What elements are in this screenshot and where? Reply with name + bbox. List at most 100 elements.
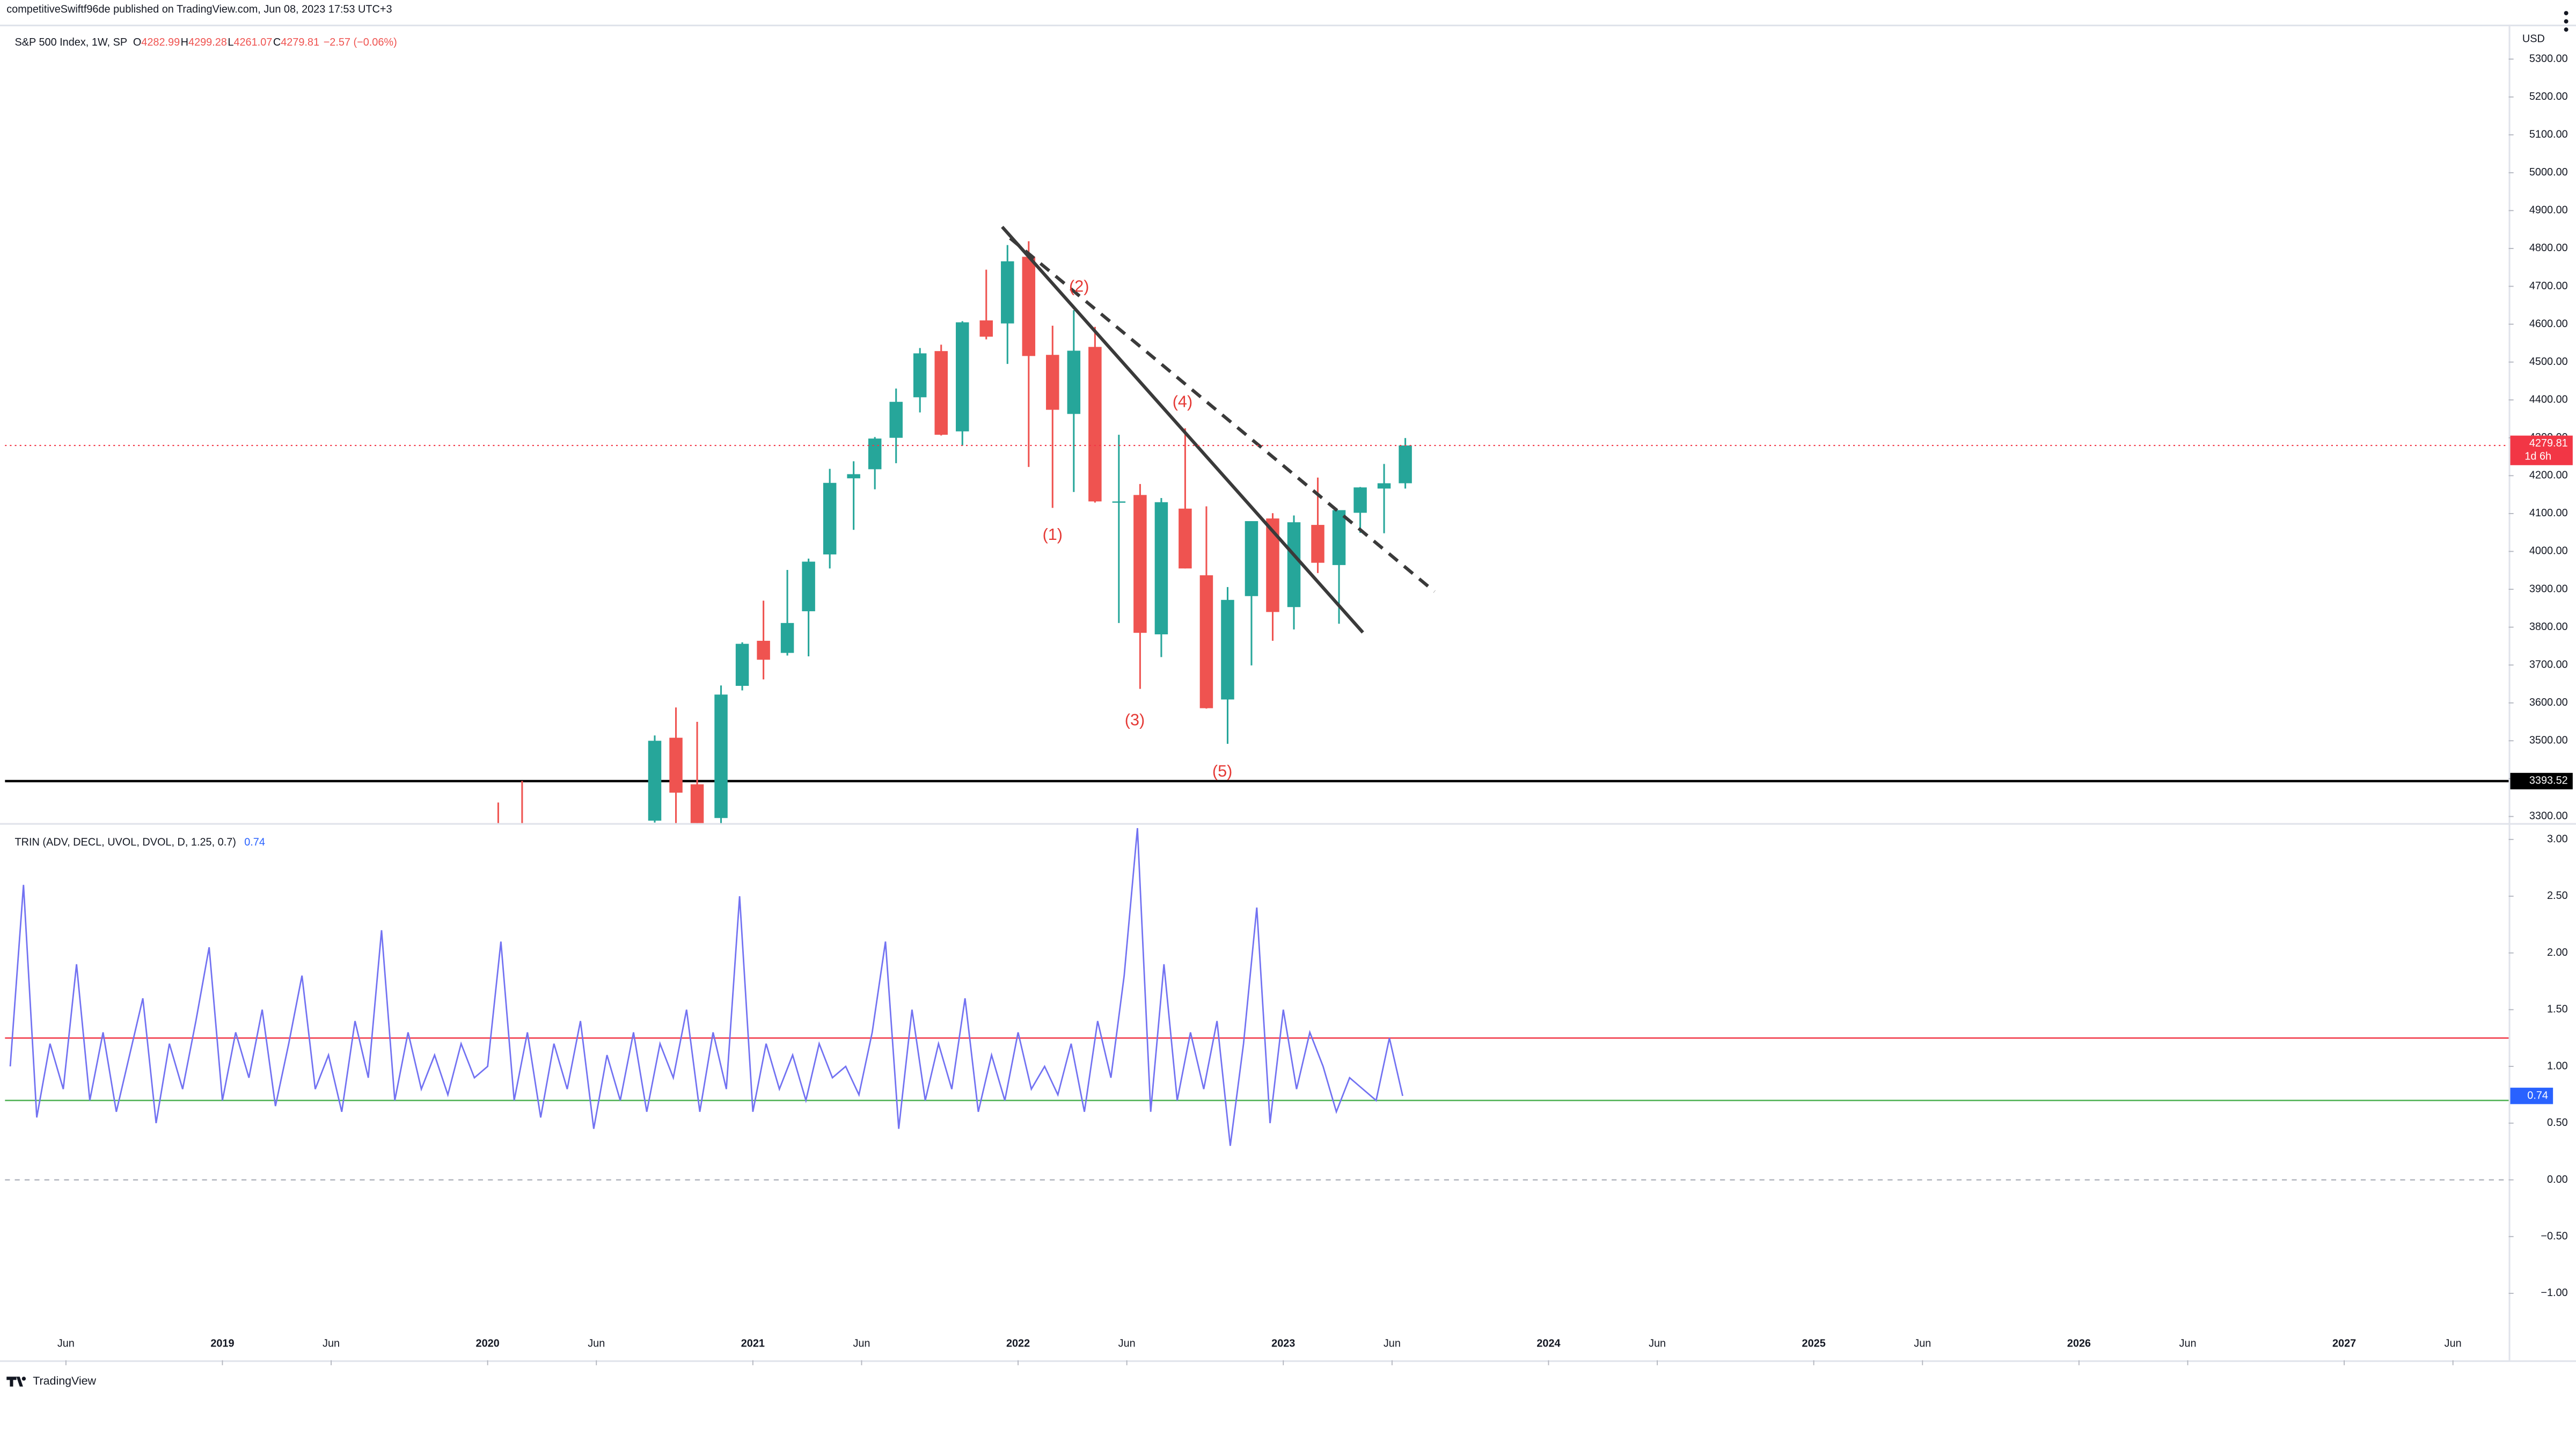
y-tick-label: 3600.00 bbox=[2529, 697, 2568, 708]
legend-text: 4261.07 bbox=[233, 36, 272, 48]
y-tick-label: 3700.00 bbox=[2529, 658, 2568, 670]
y-tick-label: 2.50 bbox=[2547, 890, 2568, 902]
last-price-label: 4279.81 bbox=[2529, 437, 2568, 449]
y-tick-label: 3900.00 bbox=[2529, 583, 2568, 595]
candle-body bbox=[1287, 522, 1301, 608]
legend-text: 4279.81 bbox=[281, 36, 319, 48]
candle-body bbox=[1046, 355, 1059, 410]
wave-label: (4) bbox=[1173, 392, 1192, 411]
candle-body bbox=[956, 322, 969, 431]
candle-body bbox=[1133, 495, 1147, 633]
candle-body bbox=[1311, 525, 1324, 563]
legend-value: 0.74 bbox=[244, 837, 265, 848]
last-price-box bbox=[2510, 435, 2573, 465]
x-tick-label: Jun bbox=[853, 1337, 870, 1349]
y-tick-label: 4200.00 bbox=[2529, 470, 2568, 481]
legend-text: 4282.99 bbox=[141, 36, 180, 48]
y-tick-label: 4000.00 bbox=[2529, 545, 2568, 557]
menu-dot bbox=[2564, 11, 2568, 16]
candle-body bbox=[1179, 508, 1192, 569]
x-tick-label: Jun bbox=[1649, 1337, 1666, 1349]
trin-line bbox=[9, 828, 1403, 1146]
x-tick-label: Jun bbox=[57, 1337, 75, 1349]
level-label: 3393.52 bbox=[2529, 775, 2568, 787]
x-tick-label: 2026 bbox=[2067, 1337, 2091, 1349]
y-tick-label: 2.00 bbox=[2547, 947, 2568, 958]
y-tick-label: 4800.00 bbox=[2529, 242, 2568, 254]
x-tick-label: 2020 bbox=[476, 1337, 500, 1349]
x-tick-label: Jun bbox=[2445, 1337, 2462, 1349]
countdown-label: 1d 6h bbox=[2524, 451, 2551, 463]
x-tick-label: 2027 bbox=[2332, 1337, 2356, 1349]
y-tick-label: 4600.00 bbox=[2529, 318, 2568, 330]
candle-body bbox=[934, 351, 948, 435]
trin-legend: TRIN (ADV, DECL, UVOL, DVOL, D, 1.25, 0.… bbox=[15, 837, 265, 848]
candle-body bbox=[1112, 501, 1126, 503]
candle-body bbox=[802, 561, 815, 611]
x-tick-label: 2023 bbox=[1271, 1337, 1295, 1349]
y-tick-label: 5100.00 bbox=[2529, 129, 2568, 141]
x-tick-label: Jun bbox=[1384, 1337, 1401, 1349]
candle-body bbox=[1332, 510, 1346, 565]
candle-body bbox=[1353, 487, 1367, 513]
candle-body bbox=[1067, 350, 1081, 414]
wave-label: (5) bbox=[1212, 762, 1232, 780]
candle-body bbox=[847, 474, 860, 479]
wave-label: (1) bbox=[1043, 525, 1063, 544]
candle-body bbox=[1399, 445, 1412, 484]
candle-body bbox=[889, 401, 903, 438]
y-tick-label: 5200.00 bbox=[2529, 91, 2568, 103]
brand-logo bbox=[6, 1377, 26, 1387]
legend-text: TRIN (ADV, DECL, UVOL, DVOL, D, 1.25, 0.… bbox=[15, 837, 236, 848]
candle-body bbox=[979, 320, 993, 337]
y-tick-label: 1.00 bbox=[2547, 1060, 2568, 1072]
trendline bbox=[1001, 225, 1364, 634]
trin-value-box bbox=[2510, 1087, 2553, 1104]
y-tick-label: 1.50 bbox=[2547, 1004, 2568, 1015]
y-tick-label: 4900.00 bbox=[2529, 204, 2568, 216]
candle-body bbox=[1088, 347, 1102, 502]
main-legend: S&P 500 Index, 1W, SP O 4282.99 H 4299.28 L 42… bbox=[15, 36, 397, 48]
candle-body bbox=[648, 741, 662, 821]
legend-text: C bbox=[273, 36, 281, 48]
menu-dots[interactable] bbox=[2564, 11, 2568, 32]
candle-body bbox=[1001, 261, 1014, 324]
x-tick-label: 2021 bbox=[741, 1337, 765, 1349]
x-tick-label: Jun bbox=[323, 1337, 340, 1349]
x-tick-label: Jun bbox=[1914, 1337, 1931, 1349]
trin-value-label: 0.74 bbox=[2527, 1089, 2548, 1101]
candle-body bbox=[714, 694, 728, 818]
x-tick-label: 2024 bbox=[1536, 1337, 1560, 1349]
trendline bbox=[1009, 237, 1436, 593]
y-tick-label: 3300.00 bbox=[2529, 810, 2568, 822]
menu-dot bbox=[2564, 19, 2568, 24]
x-tick-label: 2025 bbox=[1802, 1337, 1826, 1349]
candle-body bbox=[1199, 575, 1213, 708]
candle-body bbox=[735, 643, 749, 686]
x-tick-label: Jun bbox=[2179, 1337, 2196, 1349]
pane bbox=[5, 828, 2509, 1181]
y-tick-label: 4100.00 bbox=[2529, 507, 2568, 519]
y-tick-label: 3500.00 bbox=[2529, 735, 2568, 747]
publish-info: competitiveSwiftf96de published on Tradi… bbox=[6, 4, 392, 16]
candle-body bbox=[868, 438, 882, 470]
candle-body bbox=[1221, 599, 1234, 700]
candle-body bbox=[1022, 257, 1036, 356]
y-tick-label: −0.50 bbox=[2541, 1230, 2567, 1242]
x-tick-label: 2022 bbox=[1006, 1337, 1030, 1349]
wave-label: (3) bbox=[1125, 711, 1145, 729]
y-tick-label: 5300.00 bbox=[2529, 53, 2568, 64]
candle-body bbox=[1377, 483, 1391, 489]
candle-body bbox=[1245, 521, 1258, 596]
brand-name: TradingView bbox=[33, 1374, 96, 1387]
y-tick-label: 3.00 bbox=[2547, 833, 2568, 845]
candle-body bbox=[1154, 502, 1168, 635]
legend-text: L bbox=[228, 36, 233, 48]
menu-dot bbox=[2564, 27, 2568, 32]
wave-label: (2) bbox=[1069, 277, 1089, 296]
legend-text: O bbox=[133, 36, 141, 48]
candle-body bbox=[823, 482, 837, 555]
legend-text: −2.57 (−0.06%) bbox=[324, 36, 397, 48]
